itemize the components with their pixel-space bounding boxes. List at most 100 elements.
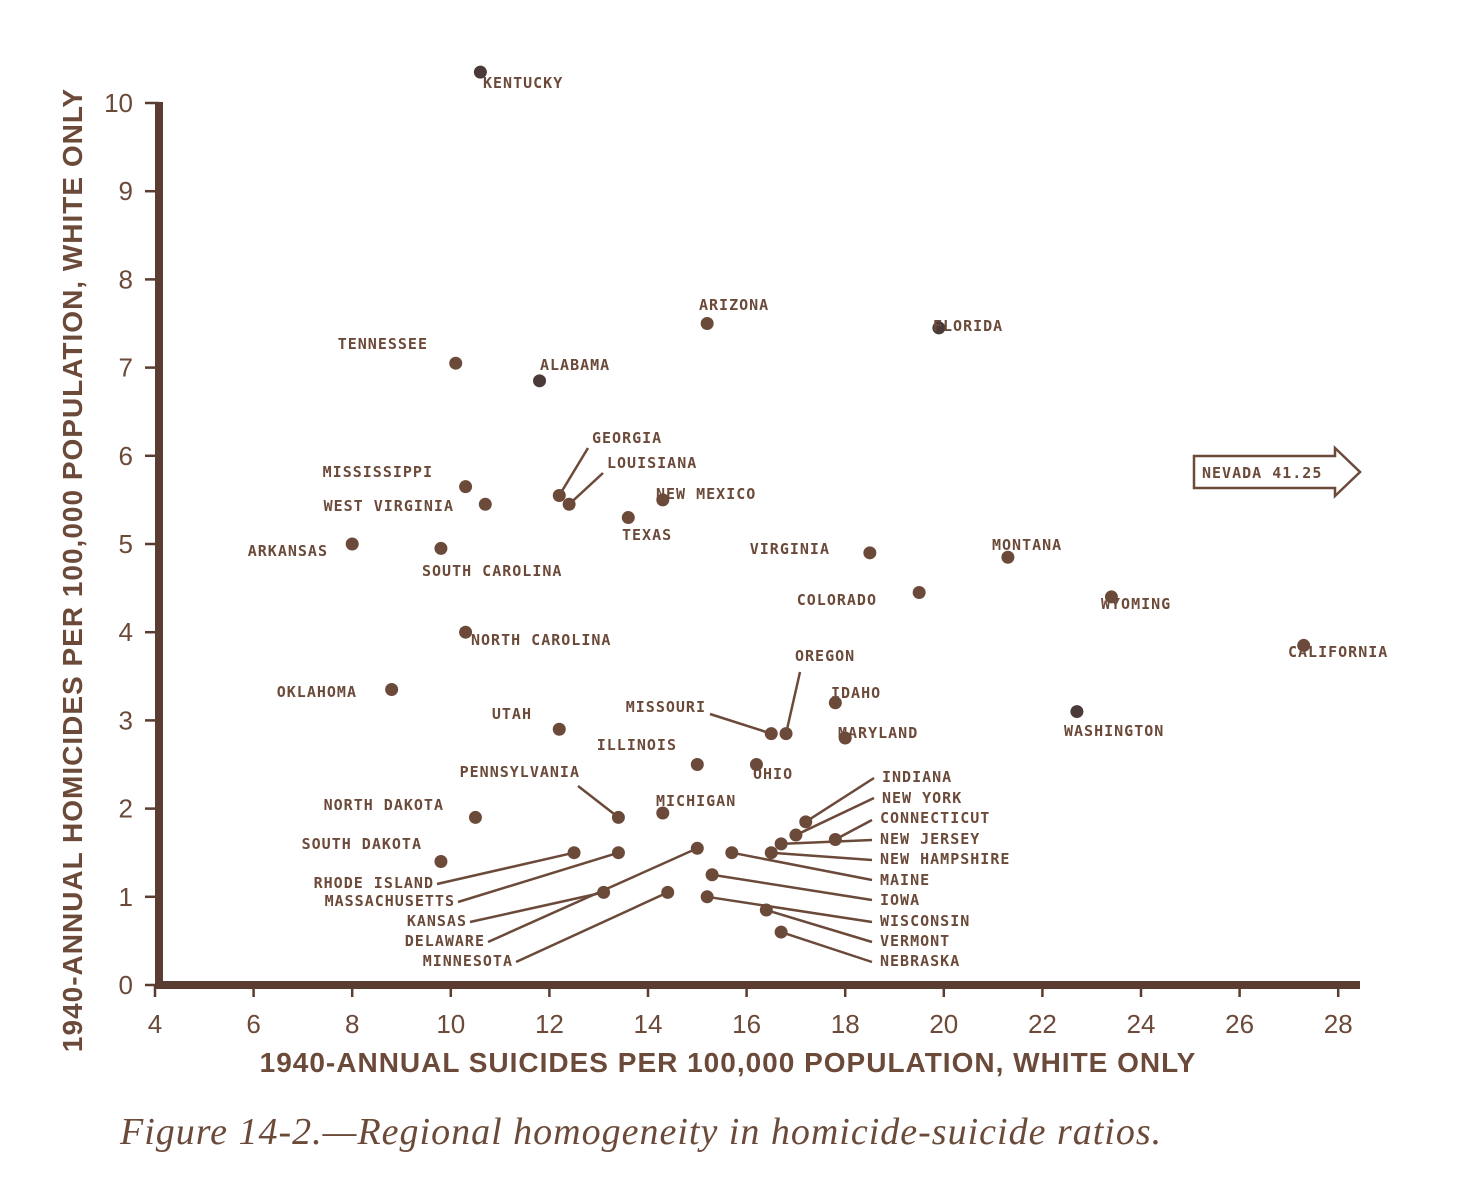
point-kansas xyxy=(597,885,611,899)
point-georgia xyxy=(552,488,566,502)
point-delaware xyxy=(690,841,704,855)
x-tick-label: 4 xyxy=(148,1009,162,1039)
point-tennessee xyxy=(449,356,463,370)
y-axis-title: 1940-ANNUAL HOMICIDES PER 100,000 POPULA… xyxy=(57,88,88,1052)
x-tick-label: 18 xyxy=(831,1009,860,1039)
leader-louisiana xyxy=(568,472,604,506)
label-mississippi: MISSISSIPPI xyxy=(323,463,433,481)
point-maryland xyxy=(838,731,852,745)
label-maine: MAINE xyxy=(880,871,930,889)
leader-indiana xyxy=(805,776,875,823)
leader-connecticut xyxy=(834,818,873,841)
point-colorado xyxy=(912,586,926,600)
label-maryland: MARYLAND xyxy=(838,724,918,742)
label-new-york: NEW YORK xyxy=(882,789,962,807)
point-alabama xyxy=(533,374,547,388)
point-missouri xyxy=(764,727,778,741)
y-tick-label: 10 xyxy=(104,88,133,118)
point-iowa xyxy=(705,868,719,882)
y-tick-label: 8 xyxy=(119,264,133,294)
x-axis-title: 1940-ANNUAL SUICIDES PER 100,000 POPULAT… xyxy=(260,1047,1197,1078)
leader-lines xyxy=(436,447,875,964)
label-arizona: ARIZONA xyxy=(699,296,769,314)
leader-georgia xyxy=(558,447,590,497)
point-arizona xyxy=(700,317,714,330)
point-michigan xyxy=(656,806,670,820)
label-alabama: ALABAMA xyxy=(540,356,610,374)
label-south-dakota: SOUTH DAKOTA xyxy=(302,835,422,853)
leader-new-york xyxy=(795,796,875,837)
label-nebraska: NEBRASKA xyxy=(880,952,960,970)
point-mississippi xyxy=(459,480,473,494)
leader-kansas xyxy=(469,891,604,924)
label-kentucky: KENTUCKY xyxy=(483,74,563,92)
nevada-label: NEVADA 41.25 xyxy=(1202,464,1322,482)
x-tick-label: 26 xyxy=(1225,1009,1254,1039)
label-illinois: ILLINOIS xyxy=(597,736,677,754)
point-new-york xyxy=(789,828,803,842)
x-tick-label: 22 xyxy=(1028,1009,1057,1039)
y-tick-label: 9 xyxy=(119,176,133,206)
label-west-virginia: WEST VIRGINIA xyxy=(324,497,454,515)
label-montana: MONTANA xyxy=(992,536,1062,554)
point-new-mexico xyxy=(656,493,670,507)
label-south-carolina: SOUTH CAROLINA xyxy=(422,562,562,580)
y-tick-label: 1 xyxy=(119,882,133,912)
point-virginia xyxy=(863,546,877,560)
x-tick-label: 10 xyxy=(436,1009,465,1039)
leader-pennsylvania xyxy=(577,785,620,819)
leader-wisconsin xyxy=(706,895,873,924)
point-utah xyxy=(552,722,566,736)
point-indiana xyxy=(799,815,813,829)
label-georgia: GEORGIA xyxy=(592,429,662,447)
point-florida xyxy=(932,321,946,335)
x-tick-label: 14 xyxy=(634,1009,663,1039)
point-pennsylvania xyxy=(611,810,625,824)
label-massachusetts: MASSACHUSETTS xyxy=(325,892,455,910)
leader-maine xyxy=(731,851,873,882)
label-california: CALIFORNIA xyxy=(1288,643,1388,661)
y-tick-label: 5 xyxy=(119,529,133,559)
label-pennsylvania: PENNSYLVANIA xyxy=(460,763,580,781)
point-south-carolina xyxy=(434,541,448,555)
x-tick-label: 28 xyxy=(1324,1009,1353,1039)
point-new-hampshire xyxy=(764,846,778,860)
point-kentucky xyxy=(473,65,487,79)
axes xyxy=(155,102,1360,989)
label-new-mexico: NEW MEXICO xyxy=(656,485,756,503)
x-tick-label: 6 xyxy=(246,1009,260,1039)
point-labels: KENTUCKY ARIZONA FLORIDA TENNESSEE ALABAMA GE… xyxy=(248,74,1388,970)
x-tick-label: 24 xyxy=(1127,1009,1156,1039)
label-wisconsin: WISCONSIN xyxy=(880,912,970,930)
label-michigan: MICHIGAN xyxy=(656,792,736,810)
point-oregon xyxy=(779,727,793,741)
point-minnesota xyxy=(661,885,675,899)
label-indiana: INDIANA xyxy=(882,768,952,786)
label-rhode-island: RHODE ISLAND xyxy=(314,874,434,892)
x-tick-label: 12 xyxy=(535,1009,564,1039)
x-tick-label: 8 xyxy=(345,1009,359,1039)
point-wisconsin xyxy=(700,890,714,904)
label-colorado: COLORADO xyxy=(797,591,877,609)
y-tick-label: 7 xyxy=(119,353,133,383)
data-points xyxy=(345,65,1311,939)
x-tick-label: 20 xyxy=(929,1009,958,1039)
point-rhode-island xyxy=(567,846,581,860)
label-utah: UTAH xyxy=(492,705,532,723)
point-new-jersey xyxy=(774,837,788,851)
nevada-arrow xyxy=(1192,445,1362,499)
y-tick-label: 0 xyxy=(119,970,133,1000)
point-massachusetts xyxy=(611,846,625,860)
label-texas: TEXAS xyxy=(622,526,672,544)
leader-oregon xyxy=(784,671,802,734)
point-illinois xyxy=(690,758,704,771)
y-tick-label: 4 xyxy=(119,617,133,647)
point-montana xyxy=(1001,550,1015,564)
nevada-annotation: NEVADA 41.25 xyxy=(1192,445,1362,499)
label-washington: WASHINGTON xyxy=(1064,722,1164,740)
leader-rhode-island xyxy=(436,851,575,886)
leader-new-jersey xyxy=(781,838,873,846)
label-virginia: VIRGINIA xyxy=(750,540,830,558)
point-california xyxy=(1297,638,1311,652)
